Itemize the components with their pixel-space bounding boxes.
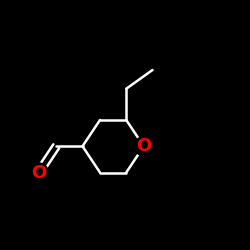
Text: O: O bbox=[31, 164, 46, 182]
Text: O: O bbox=[136, 137, 152, 155]
Circle shape bbox=[134, 137, 153, 156]
Circle shape bbox=[29, 163, 48, 182]
